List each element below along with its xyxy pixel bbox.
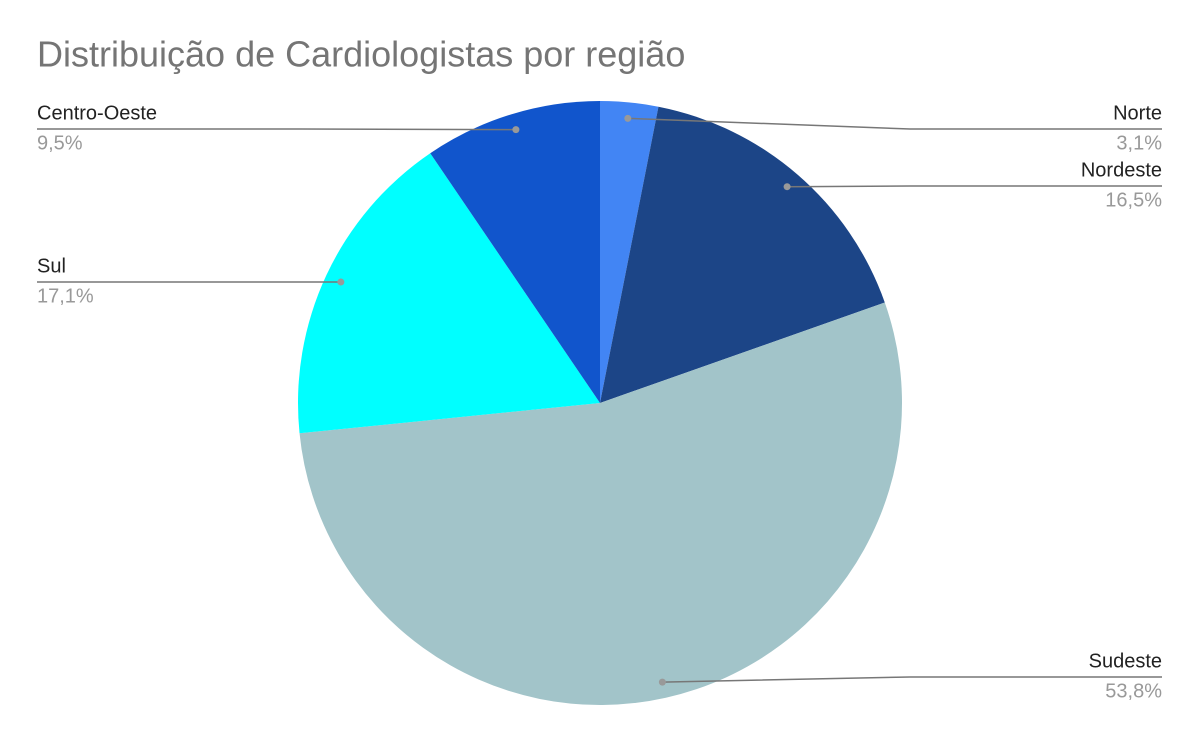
leader-line: [787, 185, 1162, 188]
slice-value-label: 9,5%: [37, 132, 83, 154]
slice-value-label: 53,8%: [1105, 680, 1162, 702]
leader-line: [662, 676, 1162, 683]
leader-dot: [512, 126, 520, 134]
leader-dot: [624, 114, 632, 122]
slice-value-label: 17,1%: [37, 285, 94, 307]
slice-value-label: 3,1%: [1116, 132, 1162, 154]
leader-line: [627, 117, 1162, 130]
slice-label: Sudeste: [1089, 650, 1162, 672]
leader-dot: [658, 678, 666, 686]
pie-slice: [600, 106, 885, 403]
leader-dot: [783, 183, 791, 191]
slice-label: Centro-Oeste: [37, 102, 157, 124]
slice-label: Norte: [1113, 102, 1162, 124]
chart-title: Distribuição de Cardiologistas por regiã…: [37, 34, 685, 75]
pie-slice: [299, 302, 902, 705]
pie-slice: [430, 101, 600, 403]
pie-slice: [298, 153, 600, 434]
slice-label: Nordeste: [1081, 159, 1162, 181]
slice-value-label: 16,5%: [1105, 189, 1162, 211]
leader-line: [37, 128, 516, 131]
slice-label: Sul: [37, 255, 66, 277]
leader-dot: [337, 278, 345, 286]
pie-slice: [600, 101, 659, 403]
